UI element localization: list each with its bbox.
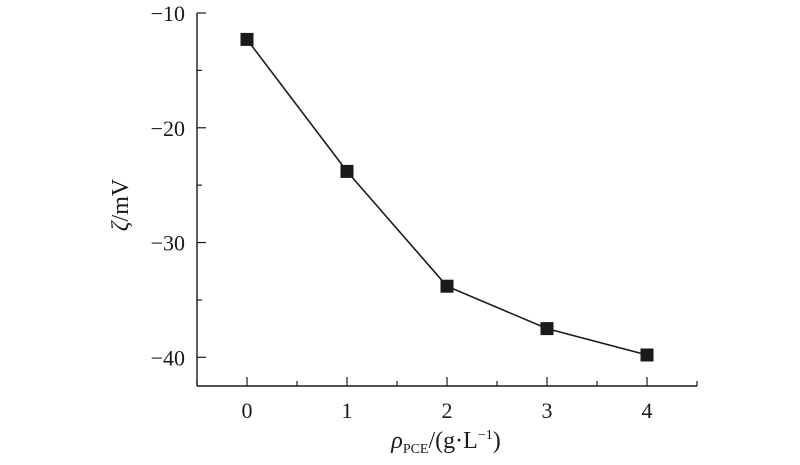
x-ticks: 0 1 2 3 4 (196, 377, 698, 423)
y-tick-label: −40 (151, 345, 185, 370)
data-point-marker (240, 32, 254, 46)
y-tick-label: −10 (151, 1, 185, 26)
y-ticks: −10 −20 −30 −40 (151, 1, 206, 370)
data-point-marker (640, 348, 654, 362)
y-axis-title: ζ/mV (108, 178, 134, 231)
x-axis-title: ρPCE/(g·L−1) (390, 428, 500, 457)
axes: −10 −20 −30 −40 0 1 2 3 4 (151, 1, 698, 423)
data-point-marker (340, 164, 354, 178)
x-tick-label: 4 (642, 398, 653, 423)
series-line (246, 38, 648, 356)
y-tick-label: −30 (151, 231, 185, 256)
x-tick-label: 1 (342, 398, 353, 423)
x-tick-label: 0 (242, 398, 253, 423)
plot-series (240, 32, 654, 362)
x-tick-label: 3 (542, 398, 553, 423)
data-point-marker (540, 322, 554, 336)
y-tick-label: −20 (151, 116, 185, 141)
x-tick-label: 2 (442, 398, 453, 423)
data-point-marker (440, 279, 454, 293)
